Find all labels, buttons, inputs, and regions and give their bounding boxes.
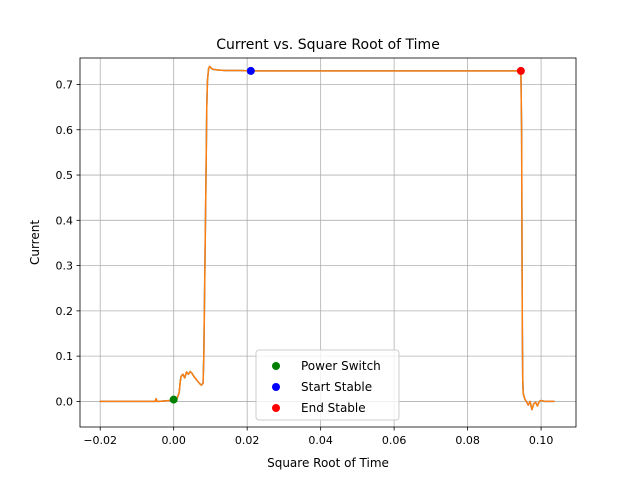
y-tick-label: 0.1 [56, 350, 74, 363]
y-tick-label: 0.0 [56, 395, 74, 408]
y-tick-label: 0.7 [56, 78, 74, 91]
x-tick-label: 0.08 [455, 434, 480, 447]
marker-power-switch [169, 395, 178, 404]
axis-ticks: −0.02 0.00 0.02 0.04 0.06 0.08 0.10 0.0 0.1 0.2 0.… [56, 78, 554, 447]
x-axis-label: Square Root of Time [267, 456, 389, 470]
x-tick-label: 0.02 [235, 434, 260, 447]
legend-marker-end-stable [272, 404, 280, 412]
y-tick-label: 0.4 [56, 214, 74, 227]
x-tick-label: 0.00 [161, 434, 186, 447]
legend-frame [255, 349, 400, 421]
y-tick-label: 0.2 [56, 305, 74, 318]
chart-title: Current vs. Square Root of Time [216, 37, 440, 53]
x-tick-label: −0.02 [83, 434, 117, 447]
y-tick-label: 0.5 [56, 169, 74, 182]
x-tick-label: 0.10 [529, 434, 554, 447]
series-group [99, 65, 555, 411]
plot-frame [79, 57, 577, 428]
marker-start-stable [246, 66, 255, 75]
y-tick-label: 0.6 [56, 124, 74, 137]
x-tick-label: 0.06 [382, 434, 407, 447]
y-axis-label: Current [28, 220, 42, 265]
legend-label-end-stable: End Stable [301, 401, 366, 415]
legend-marker-start-stable [272, 383, 280, 391]
legend-items: Power Switch Start Stable End Stable [272, 359, 381, 415]
legend: Power Switch Start Stable End Stable [255, 349, 400, 421]
x-tick-label: 0.04 [308, 434, 333, 447]
legend-label-power-switch: Power Switch [301, 359, 381, 373]
series-line-2 [99, 65, 555, 411]
legend-marker-power-switch [272, 362, 280, 370]
marker-end-stable [516, 66, 525, 75]
y-tick-label: 0.3 [56, 260, 74, 273]
marker-group [169, 66, 525, 404]
legend-label-start-stable: Start Stable [301, 380, 372, 394]
